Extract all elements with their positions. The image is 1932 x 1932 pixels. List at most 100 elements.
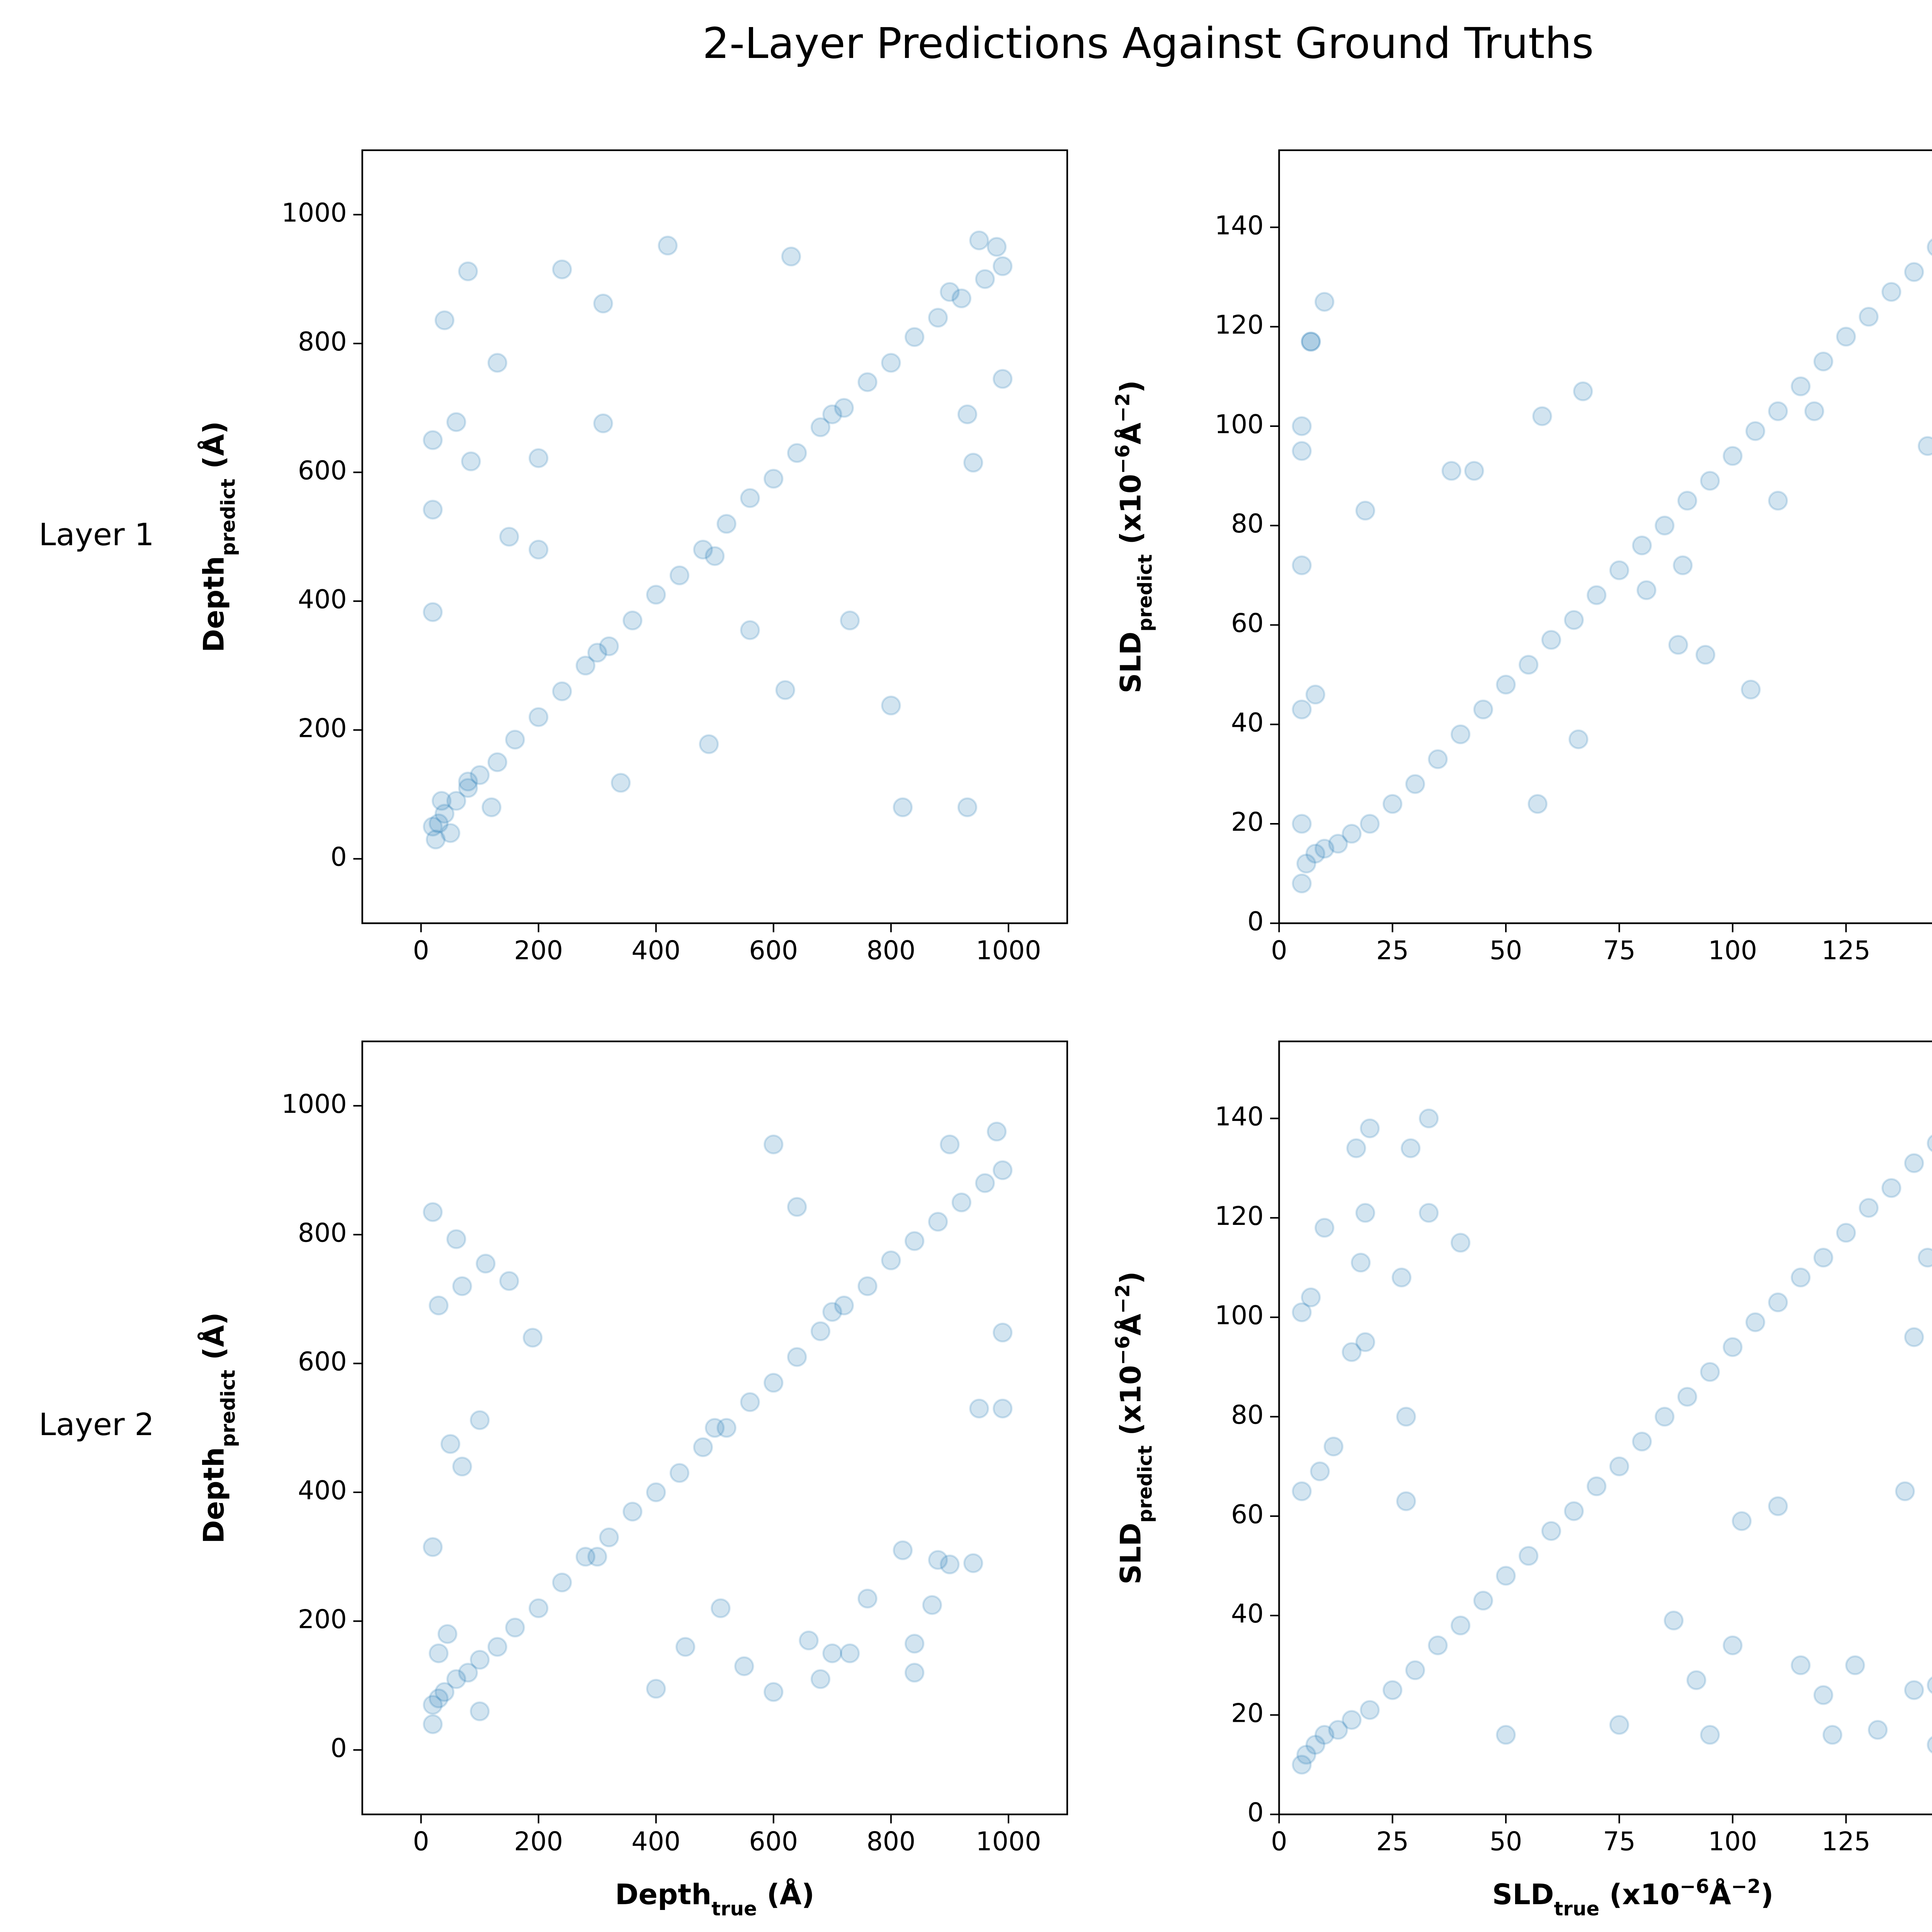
point: [1723, 1635, 1743, 1655]
point: [1519, 655, 1539, 675]
point: [693, 539, 713, 560]
point: [1305, 844, 1325, 864]
point: [1836, 1223, 1856, 1243]
point: [740, 488, 760, 508]
point: [986, 237, 1007, 257]
point: [810, 1669, 831, 1689]
point: [1904, 1680, 1924, 1700]
point: [928, 1550, 948, 1570]
point: [693, 1437, 713, 1458]
point: [1292, 873, 1312, 894]
x-tick-label: 600: [749, 935, 798, 965]
label-part: Depth: [198, 1447, 231, 1544]
point: [499, 527, 519, 547]
point: [1791, 1655, 1811, 1675]
point: [1314, 292, 1335, 312]
point: [834, 1295, 854, 1316]
point: [1904, 262, 1924, 282]
point: [969, 1398, 989, 1419]
y-tick-label: 0: [330, 842, 347, 872]
x-tick-label: 75: [1603, 935, 1636, 965]
point: [1405, 774, 1425, 794]
y-tick-label: 0: [1247, 1798, 1264, 1828]
point: [1451, 1615, 1471, 1636]
y-tick-label: 400: [298, 1475, 347, 1505]
point: [1723, 446, 1743, 466]
point: [587, 643, 607, 663]
point: [881, 1250, 901, 1270]
label-part: −6: [1111, 444, 1134, 474]
point: [622, 611, 643, 631]
point: [1768, 491, 1788, 511]
y-tick-label: 200: [298, 1604, 347, 1634]
point: [446, 1669, 466, 1689]
point: [1791, 1267, 1811, 1287]
label-part: (x10: [1114, 1365, 1147, 1446]
point: [1813, 1247, 1833, 1268]
point: [904, 1634, 925, 1654]
plot-area: [423, 230, 1013, 850]
axes-frame: [1278, 149, 1932, 924]
y-tick-label: 400: [298, 584, 347, 614]
point: [1768, 401, 1788, 421]
point: [1700, 1362, 1720, 1382]
point: [1342, 1710, 1362, 1730]
point: [1791, 376, 1811, 396]
point: [575, 1547, 596, 1567]
y-tick-label: 600: [298, 1347, 347, 1377]
point: [1663, 1611, 1684, 1631]
point: [1292, 1302, 1312, 1322]
point: [1668, 635, 1688, 655]
point: [1927, 1134, 1932, 1152]
point: [963, 1553, 983, 1573]
point: [528, 539, 549, 560]
point: [1632, 535, 1652, 556]
point: [764, 1372, 784, 1393]
label-part: −2: [1731, 1875, 1760, 1898]
point: [1296, 854, 1316, 874]
x-tick-label: 400: [631, 935, 680, 965]
point: [1587, 585, 1607, 605]
point: [822, 404, 842, 425]
point: [857, 1588, 878, 1609]
label-part: −6: [1680, 1875, 1709, 1898]
point: [1632, 1431, 1652, 1452]
point: [1564, 1501, 1584, 1521]
row-label: Layer 1: [39, 517, 154, 553]
point: [487, 752, 508, 772]
point: [1355, 1203, 1376, 1223]
point: [423, 500, 443, 520]
point: [1918, 1247, 1932, 1268]
point: [1731, 1511, 1752, 1531]
label-part: predict: [217, 479, 240, 556]
point: [1564, 610, 1584, 630]
point: [840, 611, 860, 631]
point: [1314, 1725, 1335, 1745]
point: [904, 1231, 925, 1251]
point: [1859, 1198, 1879, 1218]
point: [1686, 1670, 1706, 1690]
point: [429, 1688, 449, 1709]
point: [1355, 1332, 1376, 1352]
label-part: (Å): [197, 1312, 231, 1370]
x-tick-label: 100: [1708, 935, 1757, 965]
point: [1568, 729, 1588, 750]
row-label: Layer 2: [39, 1406, 154, 1442]
label-part: Å: [1709, 1878, 1731, 1911]
point: [423, 1714, 443, 1734]
point: [787, 1197, 807, 1217]
point: [429, 813, 449, 833]
point: [1813, 1685, 1833, 1705]
point: [1382, 1680, 1403, 1700]
point: [423, 816, 443, 837]
axes-frame: [361, 1040, 1068, 1815]
y-tick-label: 800: [298, 327, 347, 357]
point: [1695, 645, 1716, 665]
point: [599, 1527, 619, 1548]
point: [1328, 833, 1348, 854]
point: [434, 310, 455, 330]
point: [1927, 238, 1932, 256]
label-part: (x10: [1114, 474, 1147, 554]
